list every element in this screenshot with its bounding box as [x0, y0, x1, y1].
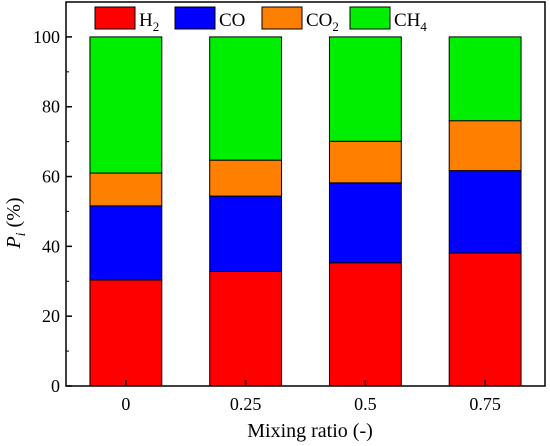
bars-layer [89, 36, 522, 387]
x-tick-label-2: 0.5 [354, 394, 377, 414]
bar-ch4-3 [448, 36, 522, 122]
y-axis-label-sub: i [14, 232, 29, 236]
y-tick-label-2: 40 [42, 236, 60, 256]
bar-co2-3 [448, 120, 522, 172]
x-tick-label-3: 0.75 [469, 394, 501, 414]
y-tick-label-3: 60 [42, 167, 60, 187]
y-tick-label-1: 20 [42, 306, 60, 326]
axes-layer: 0 20 40 60 80 100 0 0.25 0.5 0.75 [33, 1, 546, 414]
bar-ch4-0 [89, 36, 163, 174]
legend-swatch-co [174, 6, 216, 30]
bar-co2-2 [328, 140, 402, 184]
legend-label-co: CO [219, 10, 245, 31]
y-tick-label-4: 80 [42, 97, 60, 117]
y-axis-label-unit: (%) [3, 197, 25, 232]
x-tick-label-1: 0.25 [230, 394, 262, 414]
bar-ch4-2 [328, 36, 402, 142]
legend-label-co2: CO2 [306, 10, 339, 34]
legend-swatch-co2 [261, 6, 303, 30]
bar-h2-1 [209, 270, 283, 387]
y-axis-label-main: P [3, 236, 25, 249]
y-axis-label: Pi (%) [3, 197, 29, 249]
bar-co-2 [328, 182, 402, 264]
legend: H2 CO CO2 CH4 [94, 6, 427, 34]
y-tick-label-5: 100 [33, 27, 60, 47]
bar-ch4-1 [209, 36, 283, 161]
bar-h2-2 [328, 262, 402, 387]
bar-co-3 [448, 170, 522, 254]
plot-frame [65, 1, 546, 387]
legend-swatch-h2 [94, 6, 136, 30]
bar-co-1 [209, 195, 283, 272]
legend-label-ch4: CH4 [394, 10, 427, 34]
bar-co2-0 [89, 172, 163, 207]
legend-swatch-ch4 [349, 6, 391, 30]
x-tick-label-0: 0 [121, 394, 130, 414]
bar-h2-0 [89, 279, 163, 387]
x-axis-label: Mixing ratio (-) [247, 420, 373, 442]
bar-co2-1 [209, 159, 283, 197]
bar-co-0 [89, 205, 163, 281]
bar-h2-3 [448, 252, 522, 387]
y-tick-label-0: 0 [51, 376, 60, 396]
legend-label-h2: H2 [139, 10, 159, 34]
